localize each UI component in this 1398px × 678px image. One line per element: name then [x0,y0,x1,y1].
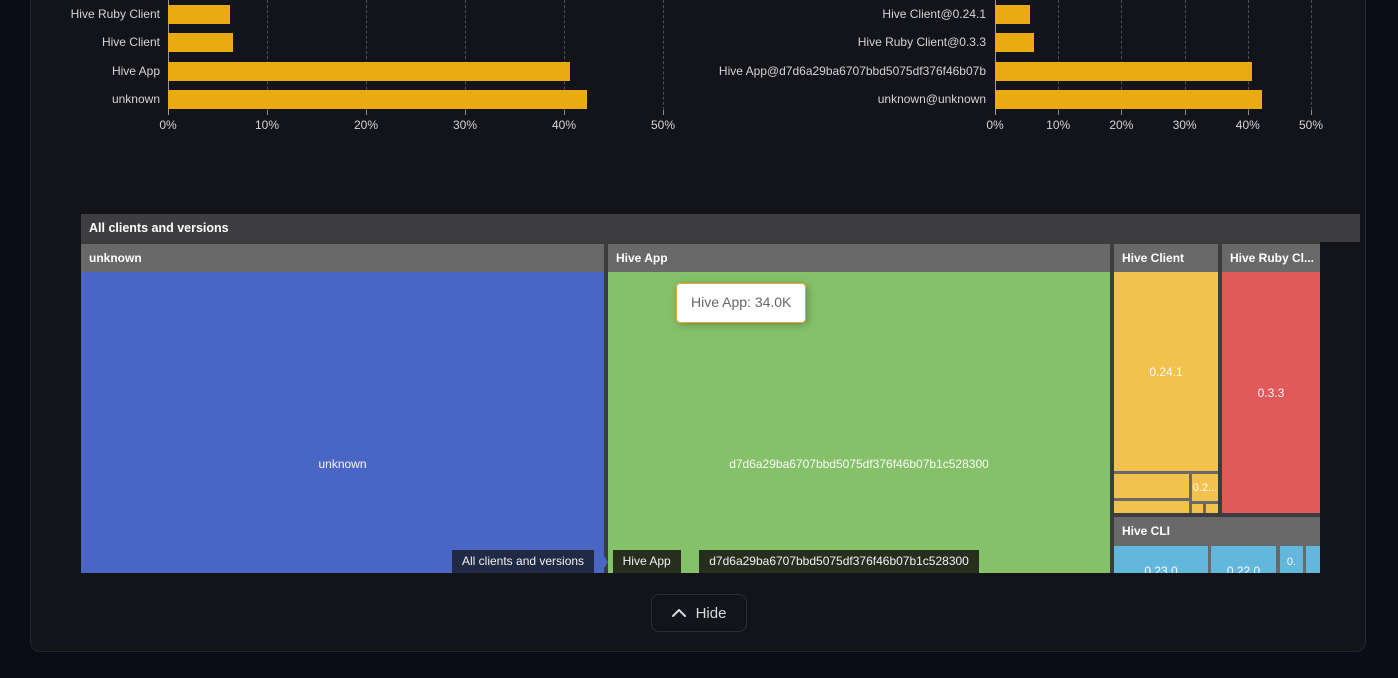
treemap-cell[interactable]: 0.2... [1192,474,1218,501]
gridline [1184,0,1186,110]
x-tick-label: 30% [452,118,478,132]
tick-mark [267,110,268,115]
treemap-section-hive-cli[interactable]: Hive CLI 0.23.0 0.22.0 0. [1114,517,1320,573]
treemap-title: All clients and versions [89,221,229,235]
tick-mark [465,110,466,115]
category-label: Hive Ruby Client [70,7,160,21]
treemap-cell[interactable]: 0. [1280,546,1303,573]
treemap-cell-label: 0.23.0 [1144,564,1178,573]
hide-button[interactable]: Hide [650,594,748,632]
tick-mark [564,110,565,115]
x-tick-label: 40% [551,118,577,132]
treemap-section-header: Hive Ruby Cl... [1230,251,1315,265]
treemap-section-header: Hive App [616,251,668,265]
treemap-section-hive-client[interactable]: Hive Client 0.24.1 0.2... [1114,244,1218,513]
hide-button-label: Hide [695,604,727,622]
axis-line [995,0,996,115]
bar[interactable] [168,61,570,81]
category-label: unknown@unknown [877,91,986,106]
bar[interactable] [995,61,1253,81]
x-tick-label: 10% [1046,118,1071,132]
bar[interactable] [995,5,1030,24]
category-label: Hive App [111,63,160,78]
tick-mark [1247,110,1249,115]
treemap-cell-label: d7d6a29ba6707bbd5075df376f46b07b1c528300 [729,457,989,471]
treemap-cell-label: 0. [1286,556,1297,568]
treemap-cell-label: 0.24.1 [1149,364,1183,379]
treemap-title-bar: All clients and versions [81,214,1360,242]
treemap-section-hive-app[interactable]: Hive App d7d6a29ba6707bbd5075df376f46b07b… [608,244,1110,573]
breadcrumb-segment[interactable]: d7d6a29ba6707bbd5075df376f46b07b1c528300 [699,550,979,573]
gridline [465,0,466,110]
treemap-section-unknown[interactable]: unknown unknown [81,244,604,573]
breadcrumb-segment[interactable]: All clients and versions [452,550,595,573]
x-tick-label: 10% [254,118,280,132]
tick-mark [1184,110,1186,115]
chevron-up-icon [671,609,686,617]
treemap-cell[interactable]: 0.22.0 [1211,546,1276,573]
tick-mark [1311,110,1312,115]
tick-mark [366,110,367,115]
x-tick-label: 40% [1235,118,1260,132]
gridline [663,0,664,110]
gridline [1311,0,1312,110]
x-tick-label: 50% [650,118,676,132]
treemap-cell[interactable]: unknown [81,272,604,573]
treemap-cell[interactable]: 0.23.0 [1114,546,1208,573]
clients-treemap: All clients and versions unknown unknown H… [81,214,1360,573]
breadcrumb-chevron-icon: ❯ [597,553,610,570]
treemap-cell[interactable] [1206,504,1218,513]
treemap-tooltip-text: Hive App: 34.0K [691,294,792,310]
clients-share-bar-chart: 0% 10% 20% 30% 40% 50% Hive Ruby Client Hive Cl… [0,0,1398,140]
gridline [1121,0,1123,110]
treemap-section-header: Hive CLI [1122,524,1171,538]
treemap-cell-label: unknown [318,457,367,471]
x-tick-label: 50% [1298,118,1324,132]
category-label: Hive Client@0.24.1 [882,7,986,21]
category-label: Hive Client [101,35,160,50]
treemap-cell-label: 0.2... [1192,481,1218,494]
treemap-cell-label: 0.3.3 [1257,385,1285,400]
x-tick-label: 20% [1109,118,1134,132]
tick-mark [1058,110,1060,115]
x-tick-label: 0% [159,118,177,132]
treemap-cell[interactable]: 0.3.3 [1222,272,1320,513]
treemap-cell-label: 0.22.0 [1226,564,1261,573]
tick-mark [1121,110,1123,115]
bar[interactable] [168,89,587,109]
category-label: Hive Ruby Client@0.3.3 [857,35,986,50]
treemap-tooltip: Hive App: 34.0K [676,283,807,323]
gridline [267,0,268,110]
treemap-section-header: unknown [89,251,142,265]
x-tick-label: 20% [353,118,379,132]
breadcrumb-chevron-icon: ❯ [683,553,697,570]
treemap-right-margin [1320,242,1360,573]
bar[interactable] [995,89,1262,109]
treemap-cell[interactable] [1114,474,1189,498]
gridline [366,0,367,110]
treemap-cell[interactable] [1114,501,1189,513]
treemap-cell[interactable]: 0.24.1 [1114,272,1218,471]
treemap-section-header: Hive Client [1122,251,1185,265]
x-tick-label: 0% [986,118,1004,132]
axis-line [168,0,169,115]
client-versions-share-bar-chart: 0% 10% 20% 30% 40% 50% Hive Client@0.24.1 Hive … [0,0,1398,140]
treemap-cell[interactable] [1306,546,1320,573]
gridline [1058,0,1060,110]
category-label: unknown [111,91,160,106]
treemap-section-hive-ruby-cl-[interactable]: Hive Ruby Cl... 0.3.3 [1222,244,1320,513]
treemap-breadcrumb: All clients and versions ❯ Hive App ❯ d7d6a2… [452,550,979,573]
footer-row: Hide [0,594,1398,632]
gridline [564,0,565,110]
gridline [1247,0,1249,110]
category-label: Hive App@d7d6a29ba6707bbd5075df376f46b07… [718,63,986,78]
bar[interactable] [168,5,231,24]
x-tick-label: 30% [1172,118,1197,132]
bar[interactable] [995,33,1035,53]
treemap-cell[interactable] [1192,504,1203,513]
bar[interactable] [168,33,234,53]
breadcrumb-segment[interactable]: Hive App [612,550,681,573]
tick-mark [663,110,664,115]
